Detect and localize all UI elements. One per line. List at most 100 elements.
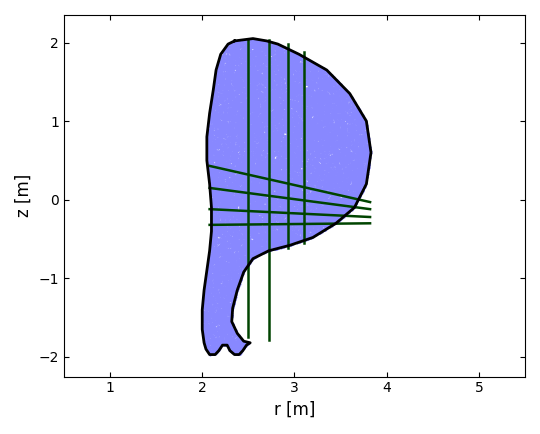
Point bbox=[248, 38, 256, 45]
Point bbox=[220, 85, 229, 92]
Point bbox=[215, 260, 224, 267]
Point bbox=[312, 200, 321, 207]
Point bbox=[220, 230, 228, 237]
Point bbox=[233, 202, 241, 209]
Point bbox=[231, 186, 239, 193]
Point bbox=[248, 204, 256, 211]
Point bbox=[243, 254, 252, 261]
Point bbox=[258, 169, 266, 176]
Point bbox=[234, 127, 243, 134]
Point bbox=[340, 173, 348, 180]
Point bbox=[242, 113, 251, 120]
Point bbox=[265, 177, 274, 184]
Point bbox=[252, 224, 261, 231]
Point bbox=[316, 223, 325, 230]
Point bbox=[220, 205, 229, 212]
Point bbox=[215, 219, 224, 226]
Point bbox=[244, 119, 252, 126]
Point bbox=[281, 48, 290, 55]
Point bbox=[214, 114, 222, 121]
Point bbox=[235, 250, 244, 256]
Point bbox=[275, 74, 284, 81]
Point bbox=[210, 184, 218, 191]
Point bbox=[315, 178, 323, 185]
Point bbox=[208, 237, 217, 244]
Point bbox=[289, 169, 298, 176]
Point bbox=[288, 132, 297, 139]
Point bbox=[205, 338, 213, 345]
Point bbox=[245, 150, 254, 157]
Point bbox=[202, 286, 211, 293]
Point bbox=[275, 92, 284, 99]
Point bbox=[238, 55, 247, 62]
Point bbox=[215, 173, 224, 180]
Point bbox=[219, 93, 228, 100]
Point bbox=[351, 154, 360, 161]
Point bbox=[294, 197, 303, 204]
Point bbox=[243, 242, 252, 249]
Point bbox=[279, 71, 288, 78]
Point bbox=[274, 169, 282, 176]
Point bbox=[280, 152, 289, 159]
Point bbox=[345, 179, 354, 186]
Point bbox=[280, 98, 289, 105]
Point bbox=[234, 231, 243, 238]
Point bbox=[340, 141, 348, 148]
Point bbox=[273, 74, 282, 81]
Point bbox=[255, 36, 264, 43]
Point bbox=[299, 125, 307, 132]
Point bbox=[329, 211, 338, 218]
Point bbox=[219, 76, 228, 83]
Point bbox=[300, 154, 308, 161]
Point bbox=[217, 103, 226, 110]
Point bbox=[258, 76, 267, 83]
Point bbox=[213, 344, 221, 351]
Point bbox=[322, 185, 330, 192]
Point bbox=[222, 287, 231, 294]
Point bbox=[273, 108, 282, 115]
Point bbox=[205, 322, 214, 329]
Point bbox=[232, 190, 241, 197]
Point bbox=[238, 69, 246, 76]
Point bbox=[255, 217, 264, 224]
Point bbox=[249, 241, 258, 248]
Point bbox=[304, 96, 313, 103]
Point bbox=[253, 211, 261, 218]
Point bbox=[279, 84, 288, 91]
Point bbox=[267, 44, 276, 51]
Point bbox=[249, 48, 258, 55]
Point bbox=[228, 190, 237, 197]
Point bbox=[287, 187, 296, 194]
Point bbox=[222, 172, 231, 179]
Point bbox=[274, 88, 282, 95]
Point bbox=[227, 224, 236, 231]
Point bbox=[308, 82, 316, 89]
Point bbox=[239, 237, 248, 244]
Point bbox=[296, 69, 305, 76]
Point bbox=[226, 87, 235, 94]
Point bbox=[294, 124, 302, 131]
Point bbox=[220, 242, 228, 249]
Point bbox=[232, 161, 240, 168]
Point bbox=[235, 121, 244, 128]
Point bbox=[246, 229, 254, 236]
Point bbox=[218, 181, 227, 188]
Point bbox=[234, 39, 243, 46]
Point bbox=[253, 207, 261, 214]
Point bbox=[280, 128, 288, 135]
Point bbox=[221, 131, 230, 138]
Point bbox=[245, 70, 254, 77]
Point bbox=[233, 199, 241, 206]
Point bbox=[333, 96, 341, 103]
Point bbox=[214, 80, 223, 87]
Point bbox=[200, 320, 208, 327]
Point bbox=[247, 60, 255, 67]
Point bbox=[300, 104, 309, 111]
Point bbox=[292, 63, 301, 70]
Point bbox=[218, 148, 226, 155]
Point bbox=[338, 135, 346, 141]
Point bbox=[288, 102, 296, 108]
Point bbox=[315, 63, 323, 70]
Point bbox=[341, 196, 349, 203]
Point bbox=[241, 132, 250, 139]
